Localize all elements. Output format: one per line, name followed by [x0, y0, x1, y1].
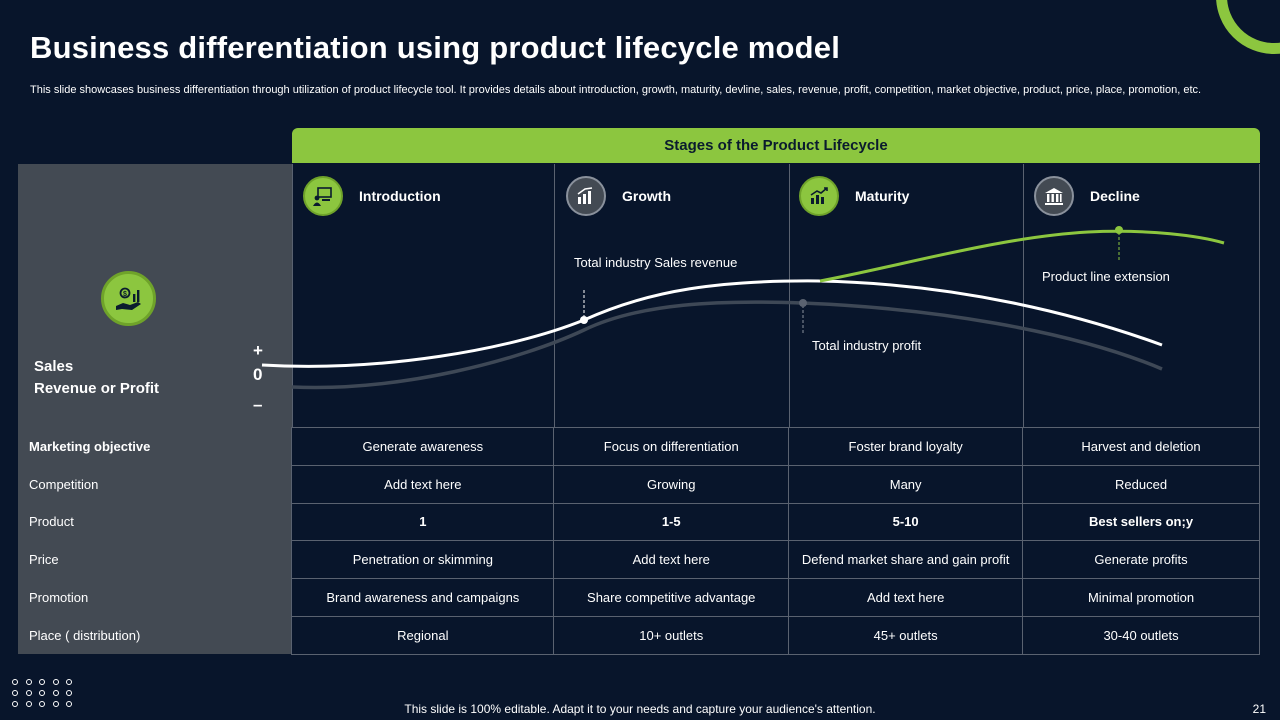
table-cell: 45+ outlets: [788, 615, 1024, 655]
axis-minus: –: [253, 395, 263, 414]
table-cell: 1: [291, 502, 555, 542]
table-row: Price Penetration or skimming Add text h…: [18, 540, 1260, 580]
table-cell: 10+ outlets: [553, 615, 790, 655]
row-label: Place ( distribution): [18, 616, 292, 655]
table-cell: 30-40 outlets: [1022, 615, 1260, 655]
table-cell: 5-10: [788, 502, 1024, 542]
extension-point-marker: [1115, 226, 1123, 234]
table-cell: Penetration or skimming: [291, 540, 555, 580]
table-cell: Share competitive advantage: [553, 578, 790, 617]
stage-label: Decline: [1090, 188, 1140, 204]
y-axis-label-line2: Revenue or Profit: [34, 380, 160, 397]
table-cell: Minimal promotion: [1022, 578, 1260, 617]
sales-revenue-curve: [261, 279, 1163, 368]
revenue-hand-icon: $: [101, 271, 156, 326]
table-cell: Generate awareness: [291, 427, 555, 466]
table-cell: Harvest and deletion: [1022, 427, 1260, 466]
presentation-icon: [303, 176, 343, 216]
table-cell: Focus on differentiation: [553, 427, 790, 466]
axis-plus: +: [253, 341, 263, 360]
svg-text:$: $: [123, 291, 127, 298]
product-line-extension-curve: [819, 229, 1225, 283]
table-cell: Brand awareness and campaigns: [291, 578, 555, 617]
stage-introduction: Introduction: [303, 176, 441, 216]
table-cell: Add text here: [291, 464, 555, 504]
note-industry-profit: Total industry profit: [812, 338, 922, 353]
table-cell: Many: [788, 464, 1024, 504]
stage-growth: Growth: [566, 176, 671, 216]
table-row: Promotion Brand awareness and campaigns …: [18, 578, 1260, 617]
row-label: Competition: [18, 465, 292, 504]
table-cell: Best sellers on;y: [1022, 502, 1260, 542]
table-cell: Add text here: [553, 540, 790, 580]
axis-zero: 0: [253, 365, 263, 384]
table-row: Competition Add text here Growing Many R…: [18, 464, 1260, 504]
row-label: Promotion: [18, 578, 292, 617]
stage-column-divider: [1259, 164, 1260, 428]
dot-grid-decoration: [12, 679, 74, 707]
stages-header: Stages of the Product Lifecycle: [292, 128, 1260, 163]
lifecycle-table: Marketing objective Generate awareness F…: [18, 427, 1260, 655]
slide-subtitle: This slide showcases business differenti…: [30, 84, 1202, 96]
table-row: Place ( distribution) Regional 10+ outle…: [18, 615, 1260, 655]
stage-label: Growth: [622, 188, 671, 204]
row-label: Marketing objective: [18, 427, 292, 466]
row-label: Product: [18, 503, 292, 541]
y-axis-label: Sales Revenue or Profit: [34, 356, 159, 400]
table-cell: Reduced: [1022, 464, 1260, 504]
table-cell: Generate profits: [1022, 540, 1260, 580]
note-sales-revenue: Total industry Sales revenue: [574, 255, 738, 270]
stage-label: Maturity: [855, 188, 910, 204]
profit-curve: [291, 300, 1163, 390]
y-axis-label-line1: Sales: [34, 358, 74, 375]
table-cell: Growing: [553, 464, 790, 504]
table-cell: Defend market share and gain profit: [788, 540, 1024, 580]
stage-column-divider: [789, 164, 790, 428]
stage-label: Introduction: [359, 188, 441, 204]
note-product-line-extension: Product line extension: [1042, 269, 1170, 284]
stage-column-divider: [554, 164, 555, 428]
page-number: 21: [1252, 702, 1266, 716]
profit-point-marker: [799, 299, 807, 307]
building-icon: [1034, 176, 1074, 216]
table-cell: Add text here: [788, 578, 1024, 617]
table-row: Marketing objective Generate awareness F…: [18, 427, 1260, 466]
table-cell: Foster brand loyalty: [788, 427, 1024, 466]
slide-title: Business differentiation using product l…: [30, 30, 841, 65]
stage-decline: Decline: [1034, 176, 1140, 216]
footer-note: This slide is 100% editable. Adapt it to…: [404, 702, 876, 716]
table-cell: Regional: [291, 615, 555, 655]
stage-column-divider: [292, 164, 293, 428]
maturity-chart-icon: [799, 176, 839, 216]
table-cell: 1-5: [553, 502, 790, 542]
stage-column-divider: [1023, 164, 1024, 428]
table-row: Product 1 1-5 5-10 Best sellers on;y: [18, 502, 1260, 542]
row-label: Price: [18, 540, 292, 579]
growth-chart-icon: [566, 176, 606, 216]
sales-point-marker: [580, 316, 588, 324]
stage-maturity: Maturity: [799, 176, 909, 216]
